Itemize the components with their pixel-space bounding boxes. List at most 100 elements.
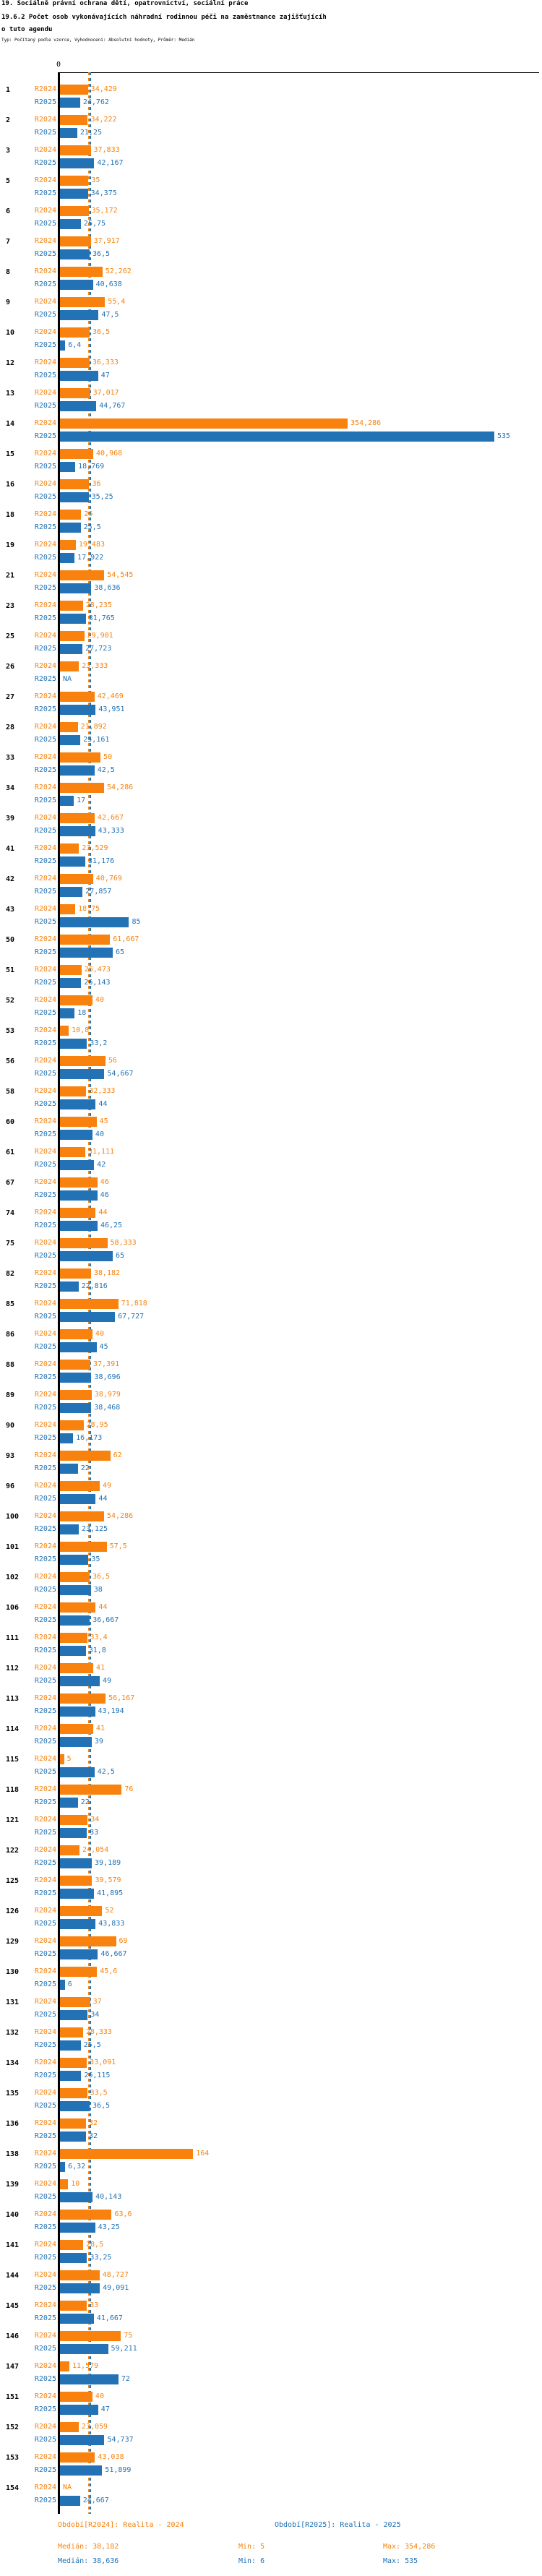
series-label-r2025: R2025 bbox=[34, 1404, 56, 1412]
row-id-label: 82 bbox=[6, 1270, 15, 1278]
series-label-r2024: R2024 bbox=[34, 1057, 56, 1065]
value-label-r2024: 48,727 bbox=[102, 2271, 129, 2279]
stat-max-r2024: Max: 354,286 bbox=[383, 2543, 436, 2551]
row-id-label: 60 bbox=[6, 1118, 15, 1126]
value-label-r2025: 27,857 bbox=[85, 888, 112, 896]
stat-median-r2024: Medián: 38,182 bbox=[58, 2543, 119, 2551]
bar-r2024 bbox=[60, 1693, 106, 1704]
row-id-label: 122 bbox=[6, 1847, 20, 1855]
series-label-r2025: R2025 bbox=[34, 1768, 56, 1776]
value-label-r2024: 19,483 bbox=[78, 541, 105, 549]
value-label-r2024: 37,833 bbox=[93, 146, 120, 154]
series-label-r2024: R2024 bbox=[34, 1117, 56, 1125]
value-label-r2024: 41 bbox=[96, 1725, 106, 1733]
bar-r2025 bbox=[60, 1099, 96, 1109]
value-label-r2025: 38,636 bbox=[94, 584, 121, 592]
bar-r2024 bbox=[60, 1633, 87, 1643]
value-label-r2024: 61,667 bbox=[113, 935, 139, 943]
bar-r2025 bbox=[60, 1039, 87, 1049]
row-id-label: 85 bbox=[6, 1300, 15, 1308]
value-label-r2025: 47,5 bbox=[101, 311, 119, 319]
bar-r2024 bbox=[60, 2452, 95, 2463]
value-label-r2025: 40,638 bbox=[95, 280, 122, 288]
chart-row: 86 R2024 40 R2025 45 bbox=[0, 1329, 542, 1352]
bar-r2024 bbox=[60, 297, 106, 307]
row-id-label: 93 bbox=[6, 1452, 15, 1460]
value-label-r2024: 28,95 bbox=[86, 1421, 108, 1429]
chart-row: 144 R2024 48,727 R2025 49,091 bbox=[0, 2270, 542, 2293]
row-id-label: 21 bbox=[6, 572, 15, 580]
value-label-r2025: 40 bbox=[95, 1130, 104, 1138]
chart-row: 67 R2024 46 R2025 46 bbox=[0, 1177, 542, 1201]
value-label-r2024: 10,8 bbox=[72, 1026, 90, 1034]
value-label-r2025: 41,667 bbox=[96, 2314, 123, 2322]
series-label-r2025: R2025 bbox=[34, 1616, 56, 1624]
value-label-r2025: 43,951 bbox=[98, 705, 125, 713]
series-label-r2025: R2025 bbox=[34, 1829, 56, 1837]
bar-r2025 bbox=[60, 887, 83, 897]
row-id-label: 132 bbox=[6, 2029, 20, 2037]
bar-r2024 bbox=[60, 418, 348, 429]
chart-row: 90 R2024 28,95 R2025 16,173 bbox=[0, 1420, 542, 1443]
series-label-r2025: R2025 bbox=[34, 280, 56, 288]
value-label-r2025: 72 bbox=[121, 2375, 130, 2383]
bar-r2024 bbox=[60, 1815, 88, 1825]
value-label-r2025: 67,727 bbox=[118, 1313, 145, 1321]
stat-min-r2024: Min: 5 bbox=[238, 2543, 265, 2551]
row-id-label: 140 bbox=[6, 2211, 20, 2219]
value-label-r2025: 85 bbox=[132, 918, 141, 926]
median-marker-line-r2025 bbox=[90, 72, 91, 2514]
row-id-label: 53 bbox=[6, 1027, 15, 1035]
row-id-label: 136 bbox=[6, 2120, 20, 2128]
bar-r2024 bbox=[60, 1056, 106, 1066]
series-label-r2024: R2024 bbox=[34, 996, 56, 1004]
chart-row: 23 R2024 28,235 R2025 31,765 bbox=[0, 601, 542, 624]
chart-row: 7 R2024 37,917 R2025 36,5 bbox=[0, 236, 542, 259]
series-label-r2024: R2024 bbox=[34, 2271, 56, 2279]
series-label-r2024: R2024 bbox=[34, 753, 56, 761]
value-label-r2025: 43,333 bbox=[98, 827, 124, 835]
series-label-r2025: R2025 bbox=[34, 311, 56, 319]
bar-r2025 bbox=[60, 401, 97, 411]
series-label-r2024: R2024 bbox=[34, 935, 56, 943]
chart-row: 18 R2024 26 R2025 25,5 bbox=[0, 510, 542, 533]
series-label-r2025: R2025 bbox=[34, 948, 56, 956]
row-id-label: 14 bbox=[6, 420, 15, 428]
series-label-r2024: R2024 bbox=[34, 875, 56, 883]
row-id-label: 111 bbox=[6, 1634, 20, 1642]
bar-r2025 bbox=[60, 432, 495, 442]
x-axis-zero-tick-label: 0 bbox=[56, 61, 61, 69]
value-label-r2025: 22 bbox=[80, 1798, 90, 1806]
value-label-r2025: 39 bbox=[94, 1738, 103, 1746]
value-label-r2025: 42,5 bbox=[97, 766, 115, 774]
value-label-r2024: 54,545 bbox=[107, 571, 134, 579]
bar-r2024 bbox=[60, 267, 103, 277]
chart-row: 28 R2024 21,892 R2025 25,161 bbox=[0, 722, 542, 745]
bar-r2025 bbox=[60, 2314, 94, 2324]
value-label-r2024: 23,333 bbox=[82, 662, 108, 670]
chart-row: 27 R2024 42,469 R2025 43,951 bbox=[0, 692, 542, 715]
row-id-label: 146 bbox=[6, 2332, 20, 2340]
row-id-label: 135 bbox=[6, 2090, 20, 2098]
bar-r2024 bbox=[60, 2027, 83, 2038]
chart-row: 58 R2024 32,333 R2025 44 bbox=[0, 1086, 542, 1109]
value-label-r2025: 44 bbox=[98, 1495, 108, 1503]
value-label-r2025: 49 bbox=[103, 1677, 112, 1685]
bar-r2024 bbox=[60, 1238, 108, 1248]
bar-r2024 bbox=[60, 1481, 100, 1491]
value-label-r2024: 36,333 bbox=[92, 359, 119, 366]
value-label-r2025: 42,167 bbox=[97, 159, 124, 167]
series-label-r2025: R2025 bbox=[34, 1191, 56, 1199]
bar-r2025 bbox=[60, 1889, 95, 1899]
bar-r2025 bbox=[60, 249, 90, 259]
value-label-r2024: 21,892 bbox=[80, 723, 107, 731]
series-label-r2024: R2024 bbox=[34, 1998, 56, 2006]
series-label-r2025: R2025 bbox=[34, 1920, 56, 1928]
bar-r2024 bbox=[60, 510, 82, 520]
value-label-r2025: 49,091 bbox=[103, 2284, 129, 2292]
bar-r2025 bbox=[60, 1737, 92, 1747]
chart-row: 122 R2024 24,054 R2025 39,189 bbox=[0, 1845, 542, 1868]
series-label-r2025: R2025 bbox=[34, 2163, 56, 2171]
series-label-r2025: R2025 bbox=[34, 2284, 56, 2292]
series-label-r2024: R2024 bbox=[34, 1937, 56, 1945]
